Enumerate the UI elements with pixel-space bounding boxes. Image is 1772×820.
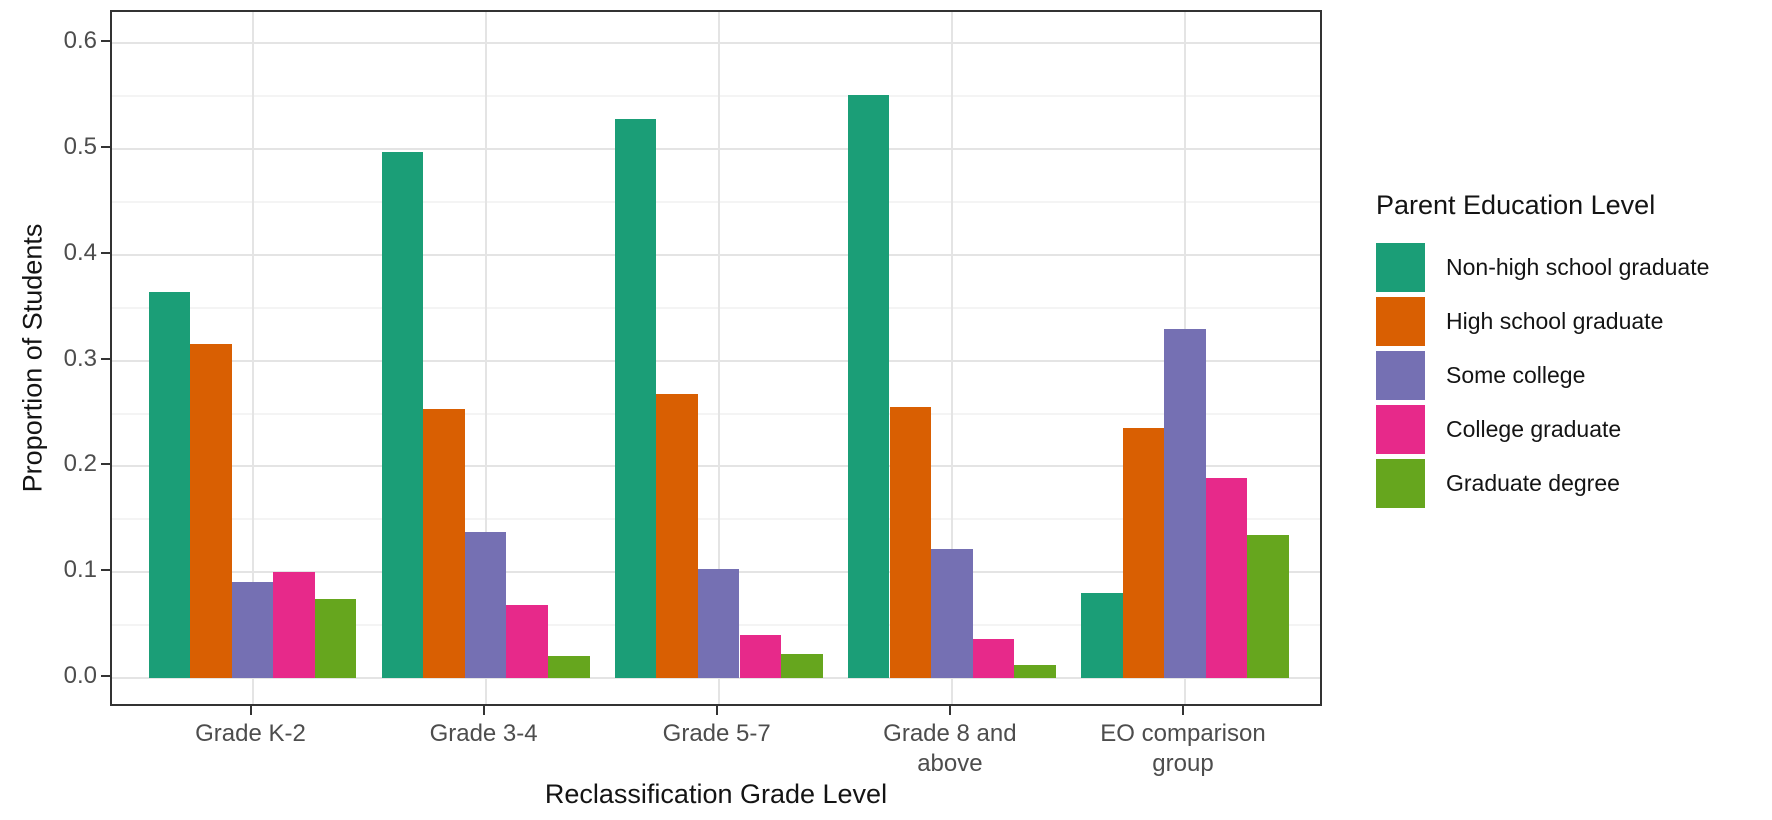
y-tick-mark	[101, 40, 110, 43]
y-tick-label: 0.5	[63, 133, 97, 160]
y-tick-mark	[101, 675, 110, 677]
legend-color-swatch	[1376, 351, 1425, 400]
bar	[423, 409, 465, 678]
bar	[1122, 428, 1165, 678]
x-tick-mark	[249, 706, 252, 715]
legend-item: Some college	[1376, 351, 1655, 400]
x-tick-label: Grade 5-7	[662, 720, 771, 747]
y-tick-mark	[101, 251, 110, 254]
gridline-major-horizontal	[112, 148, 1320, 150]
gridline-major-vertical	[717, 12, 720, 704]
bar	[1081, 593, 1123, 678]
bar	[314, 598, 357, 678]
bar	[506, 604, 548, 678]
bar	[1164, 328, 1206, 678]
gridline-major-horizontal	[112, 359, 1320, 362]
gridline-minor-horizontal	[112, 95, 1320, 98]
legend-item: College graduate	[1376, 405, 1655, 454]
legend-item-label: Non-high school graduate	[1446, 254, 1710, 280]
legend-color-swatch	[1376, 297, 1425, 346]
bar	[972, 638, 1015, 678]
x-tick-label: Grade K-2	[195, 720, 306, 747]
x-tick-label: Grade 8 and above	[883, 720, 1017, 777]
bar	[697, 569, 740, 678]
y-tick-label: 0.2	[63, 450, 97, 478]
bar	[273, 572, 315, 678]
x-tick-label: EO comparison group	[1100, 720, 1266, 777]
legend-item-label: Some college	[1446, 362, 1586, 388]
gridline-major-vertical	[484, 12, 487, 704]
x-tick-label: Grade 3-4	[429, 720, 538, 747]
bar	[739, 634, 782, 678]
gridline-major-horizontal	[112, 677, 1320, 679]
bar	[381, 152, 424, 678]
bar	[548, 655, 590, 678]
bar	[231, 581, 274, 678]
x-tick-mark	[1182, 706, 1184, 715]
legend-color-swatch	[1376, 243, 1425, 292]
bar	[781, 653, 823, 678]
legend-color-swatch	[1376, 405, 1425, 454]
gridline-major-vertical	[251, 12, 254, 704]
legend: Parent Education Level Non-high school g…	[1376, 190, 1709, 513]
bar	[931, 548, 973, 678]
legend-item: High school graduate	[1376, 297, 1663, 346]
legend-title: Parent Education Level	[1376, 190, 1656, 220]
gridline-minor-horizontal	[112, 306, 1320, 309]
bar	[656, 394, 698, 678]
gridline-major-vertical	[950, 12, 953, 704]
y-tick-label: 0.3	[63, 344, 97, 372]
gridline-major-horizontal	[112, 42, 1320, 45]
legend-item-label: High school graduate	[1446, 308, 1664, 334]
gridline-minor-horizontal	[112, 412, 1320, 415]
gridline-major-horizontal	[112, 253, 1320, 256]
x-axis-title: Reclassification Grade Level	[544, 779, 888, 809]
x-tick-mark	[948, 706, 951, 715]
y-axis-title: Proportion of Students	[17, 223, 48, 493]
bar	[1205, 478, 1248, 678]
gridline-major-horizontal	[112, 465, 1320, 468]
y-tick-label: 0.6	[63, 27, 97, 55]
legend-item: Graduate degree	[1376, 459, 1655, 508]
bar	[190, 343, 232, 678]
y-tick-mark	[101, 569, 110, 572]
bar	[847, 95, 890, 678]
y-tick-mark	[101, 357, 110, 360]
y-tick-label: 0.1	[63, 556, 97, 584]
gridline-minor-horizontal	[112, 200, 1320, 203]
x-tick-mark	[715, 706, 718, 715]
legend-color-swatch	[1376, 459, 1425, 508]
y-tick-mark	[101, 463, 110, 466]
gridline-minor-horizontal	[112, 518, 1320, 521]
legend-item-label: Graduate degree	[1446, 470, 1620, 496]
legend-item: Non-high school graduate	[1376, 243, 1709, 292]
bar	[1014, 665, 1056, 678]
y-tick-label: 0.4	[63, 238, 97, 266]
y-tick-mark	[101, 146, 110, 148]
bar	[1247, 535, 1289, 678]
plot-panel	[110, 10, 1322, 706]
legend-item-label: College graduate	[1446, 416, 1622, 442]
x-tick-mark	[482, 706, 485, 715]
bar	[614, 119, 657, 678]
bar	[464, 531, 507, 678]
bar	[889, 407, 932, 678]
y-tick-label: 0.0	[63, 662, 97, 689]
legend-items: Non-high school graduate High school grad…	[1376, 243, 1709, 508]
bar	[148, 291, 191, 678]
